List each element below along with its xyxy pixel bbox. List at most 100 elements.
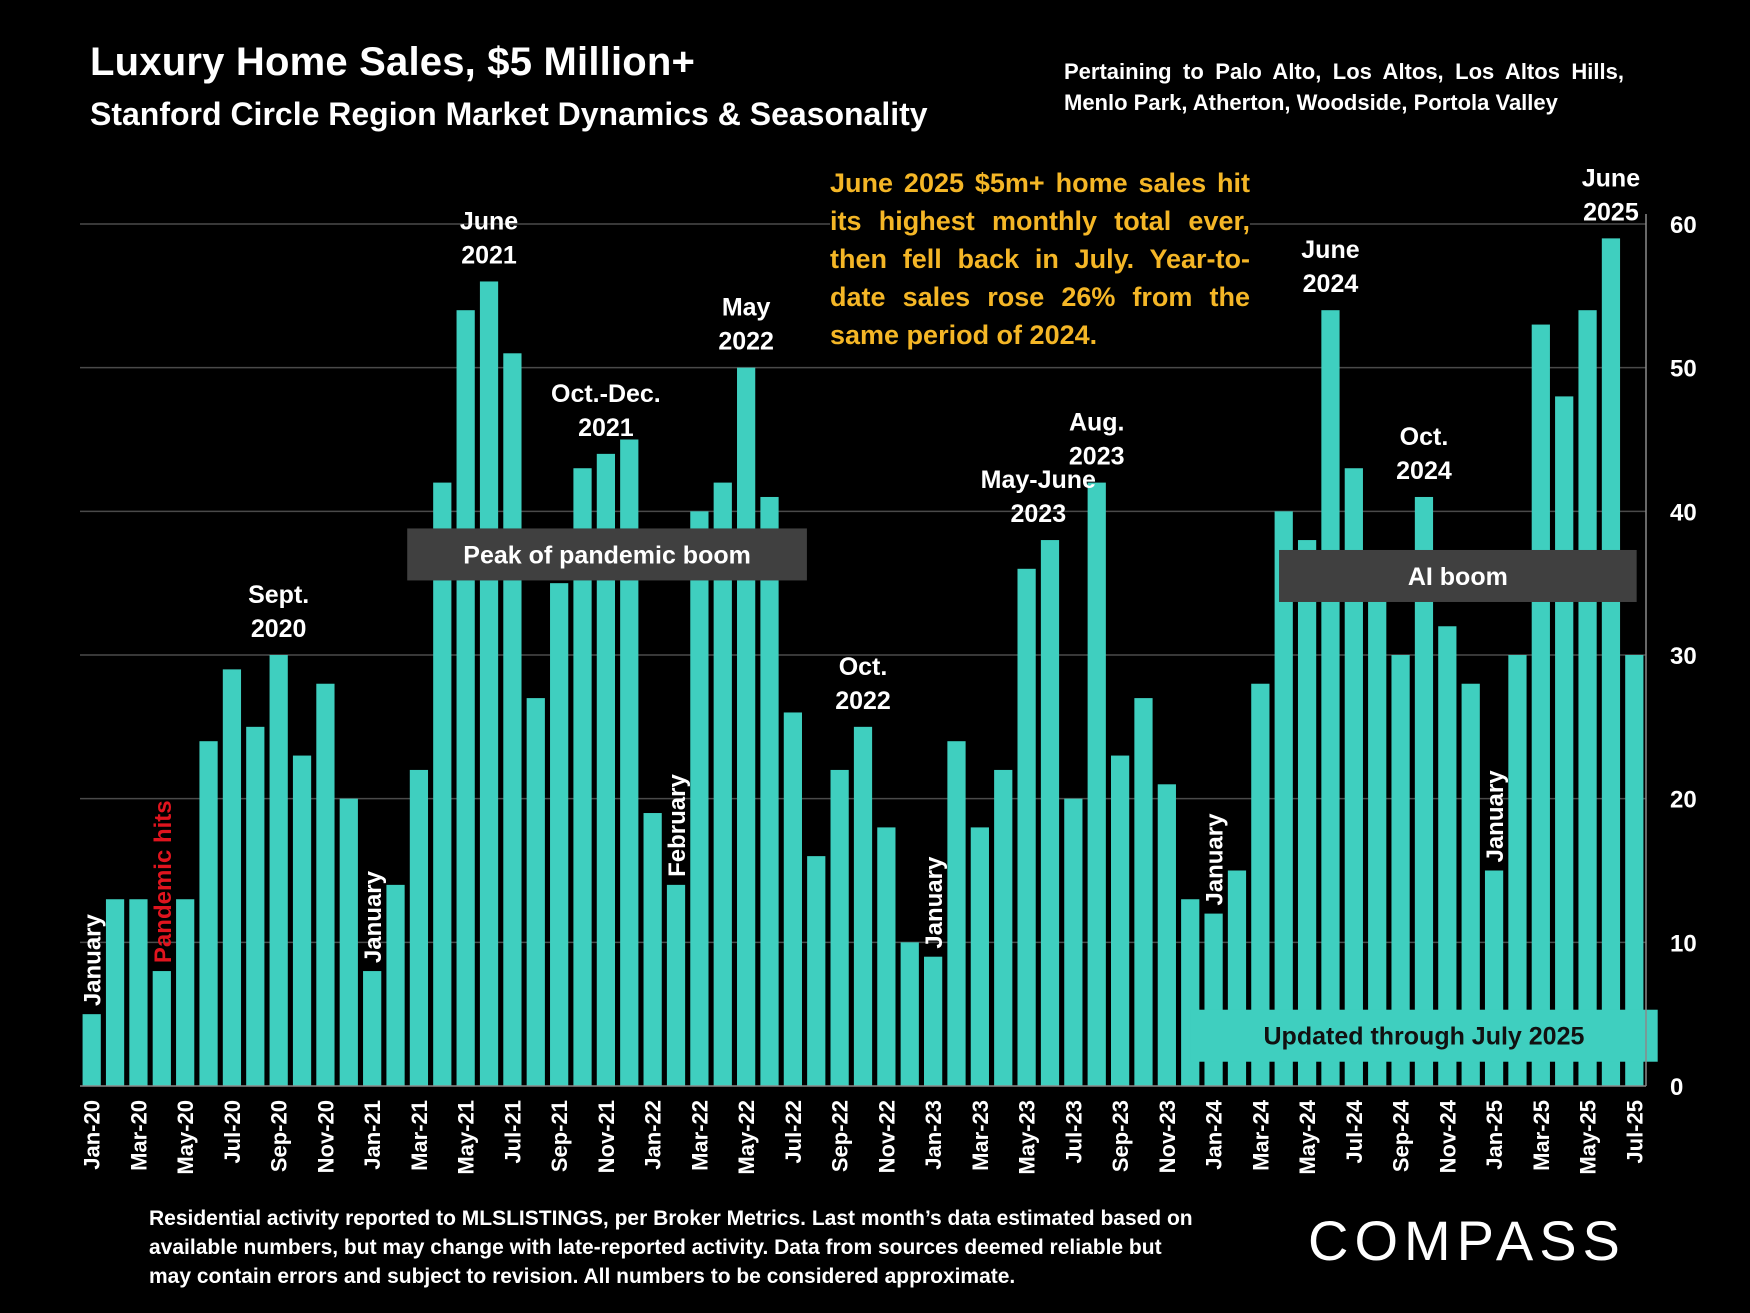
bar-Feb-21 bbox=[386, 884, 405, 1086]
bar-annotation: Sept. bbox=[248, 581, 309, 609]
x-tick-label: Mar-20 bbox=[126, 1100, 151, 1171]
footnote: Residential activity reported to MLSLIST… bbox=[149, 1207, 1193, 1288]
bar-Jun-24 bbox=[1321, 310, 1340, 1086]
bar-Jan-22 bbox=[643, 813, 662, 1086]
x-tick-label: Mar-25 bbox=[1529, 1100, 1554, 1171]
bar-annotation: 2023 bbox=[1010, 500, 1066, 528]
x-tick-label: Jan-24 bbox=[1202, 1099, 1227, 1169]
x-tick-label: Jul-24 bbox=[1342, 1099, 1367, 1163]
range-box-label: Peak of pandemic boom bbox=[463, 541, 751, 569]
bar-Nov-21 bbox=[596, 453, 616, 1086]
bar-Mar-23 bbox=[970, 827, 989, 1086]
bar-Feb-20 bbox=[105, 899, 125, 1086]
vertical-annotation: February bbox=[664, 774, 691, 877]
x-tick-label: Mar-21 bbox=[407, 1100, 432, 1171]
bar-annotation: June bbox=[460, 207, 518, 235]
bar-annotation: Oct. bbox=[839, 653, 888, 681]
x-tick-label: Nov-21 bbox=[594, 1100, 619, 1173]
bar-Jun-21 bbox=[479, 281, 499, 1086]
bar-Apr-20 bbox=[152, 971, 171, 1086]
bar-Jan-23 bbox=[924, 956, 943, 1086]
bar-Apr-23 bbox=[994, 769, 1013, 1086]
bar-Mar-21 bbox=[409, 769, 429, 1086]
range-box bbox=[1279, 549, 1637, 602]
bar-Aug-21 bbox=[526, 698, 545, 1086]
bar-Dec-21 bbox=[620, 439, 639, 1086]
y-tick-label: 0 bbox=[1670, 1074, 1683, 1101]
x-tick-label: Jan-21 bbox=[360, 1100, 385, 1170]
x-tick-label: Sep-23 bbox=[1108, 1100, 1133, 1172]
bar-Aug-22 bbox=[807, 856, 826, 1086]
bar-annotation: 2024 bbox=[1396, 457, 1452, 485]
bar-Apr-22 bbox=[713, 482, 732, 1087]
bar-Jun-20 bbox=[199, 741, 218, 1086]
bar-May-21 bbox=[456, 310, 475, 1086]
bar-Sep-23 bbox=[1110, 755, 1130, 1086]
bar-Aug-24 bbox=[1368, 583, 1387, 1086]
bar-annotation: 2024 bbox=[1303, 270, 1359, 298]
bar-Nov-22 bbox=[877, 827, 896, 1086]
vertical-annotation: January bbox=[80, 913, 107, 1006]
vertical-annotation: January bbox=[1482, 770, 1509, 863]
bars bbox=[82, 238, 1644, 1087]
bar-Jul-23 bbox=[1064, 798, 1083, 1086]
bar-Mar-20 bbox=[129, 899, 148, 1086]
y-tick-label: 10 bbox=[1670, 930, 1697, 957]
bar-Dec-22 bbox=[900, 942, 919, 1086]
bar-annotation: Aug. bbox=[1069, 409, 1125, 437]
bar-Jun-22 bbox=[760, 496, 779, 1086]
bar-Oct-21 bbox=[573, 468, 592, 1086]
bar-May-25 bbox=[1578, 310, 1597, 1086]
bar-Aug-23 bbox=[1087, 482, 1106, 1087]
bar-Sep-21 bbox=[550, 583, 569, 1086]
vertical-annotation: January bbox=[360, 870, 387, 963]
bar-Jun-25 bbox=[1601, 238, 1621, 1086]
bar-Feb-22 bbox=[666, 884, 686, 1086]
bar-Dec-24 bbox=[1461, 683, 1480, 1086]
y-tick-label: 20 bbox=[1670, 787, 1697, 814]
x-tick-label: Sep-20 bbox=[267, 1100, 292, 1172]
bar-May-24 bbox=[1297, 540, 1317, 1086]
x-tick-label: Nov-24 bbox=[1435, 1099, 1460, 1173]
bar-Oct-23 bbox=[1134, 698, 1153, 1086]
x-tick-label: Jul-20 bbox=[220, 1100, 245, 1164]
bar-Jan-20 bbox=[82, 1014, 101, 1086]
x-tick-label: Nov-22 bbox=[874, 1100, 899, 1173]
bar-annotation: 2023 bbox=[1069, 443, 1125, 471]
bar-Jul-22 bbox=[783, 712, 802, 1086]
x-tick-label: Jul-22 bbox=[781, 1100, 806, 1164]
x-tick-label: Jul-21 bbox=[500, 1100, 525, 1164]
bar-Feb-25 bbox=[1508, 655, 1527, 1086]
bar-Oct-24 bbox=[1414, 496, 1434, 1086]
bar-Nov-20 bbox=[316, 683, 335, 1086]
bar-Sep-22 bbox=[830, 769, 849, 1086]
range-box-label: AI boom bbox=[1408, 563, 1508, 591]
y-tick-label: 50 bbox=[1670, 356, 1697, 383]
bar-Sep-24 bbox=[1391, 655, 1410, 1086]
bar-annotation: 2025 bbox=[1583, 198, 1639, 226]
bar-May-23 bbox=[1017, 568, 1036, 1086]
x-tick-label: May-25 bbox=[1576, 1100, 1601, 1175]
range-box bbox=[407, 528, 807, 581]
bar-Jul-21 bbox=[503, 353, 522, 1086]
bar-annotation: 2021 bbox=[578, 414, 634, 442]
x-tick-label: Jan-23 bbox=[921, 1100, 946, 1170]
x-tick-label: Nov-20 bbox=[313, 1100, 338, 1173]
bar-Dec-20 bbox=[339, 798, 358, 1086]
axes: 0 10 20 30 40 50 60 Jan-20 Mar-20 May-20 Jul-20 Sep… bbox=[80, 212, 1697, 1175]
bar-annotation: 2020 bbox=[251, 615, 307, 643]
range-box-label: Updated through July 2025 bbox=[1264, 1023, 1585, 1051]
bar-Jan-21 bbox=[363, 971, 382, 1086]
bar-annotation: 2022 bbox=[718, 328, 774, 356]
y-tick-label: 40 bbox=[1670, 499, 1697, 526]
compass-logo: COMPASS bbox=[1308, 1209, 1620, 1270]
x-tick-label: Nov-23 bbox=[1155, 1100, 1180, 1173]
bar-annotation: June bbox=[1582, 164, 1640, 192]
x-tick-label: Sep-21 bbox=[547, 1100, 572, 1172]
bar-Apr-24 bbox=[1274, 511, 1293, 1086]
x-tick-label: Jan-20 bbox=[80, 1100, 105, 1170]
bar-Mar-24 bbox=[1251, 683, 1270, 1086]
bar-annotation: June bbox=[1301, 236, 1359, 264]
bar-Jul-25 bbox=[1625, 655, 1644, 1086]
